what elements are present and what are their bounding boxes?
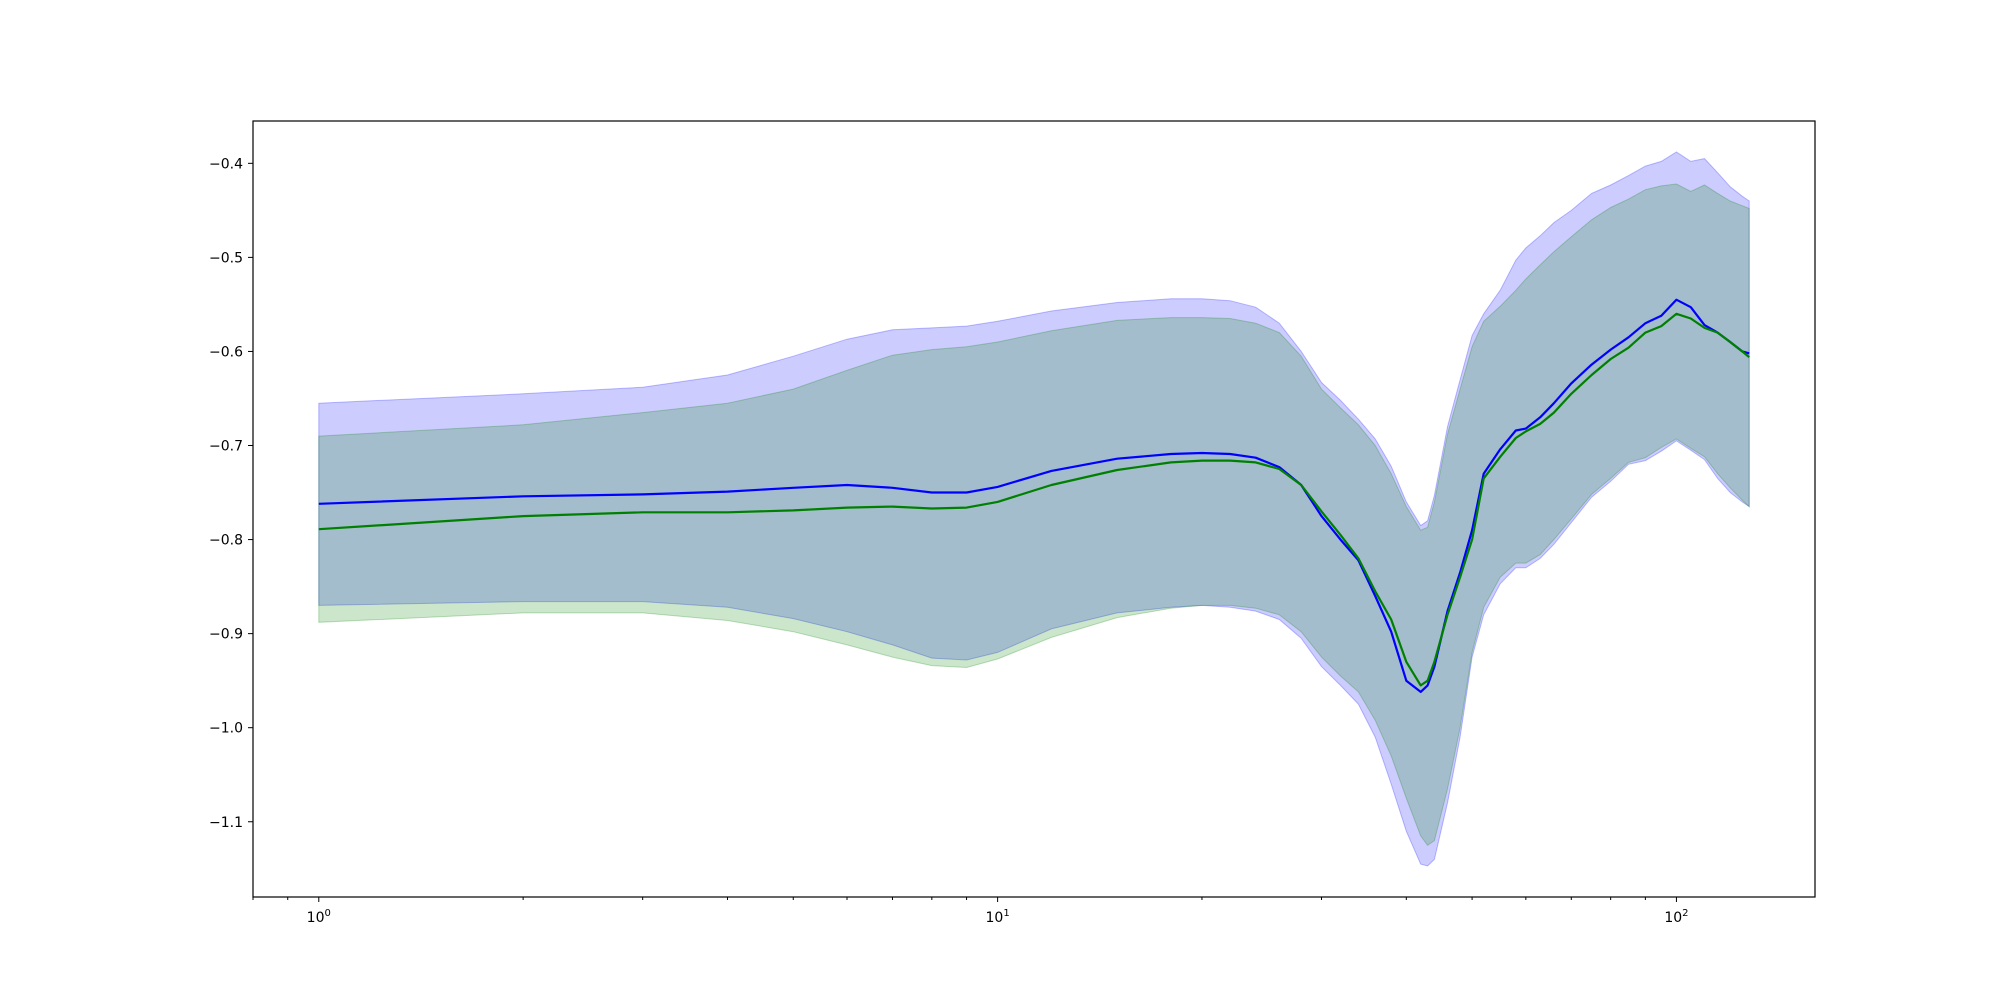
series-2-line bbox=[318, 312, 1750, 687]
y-tick-label: −0.6 bbox=[209, 344, 243, 360]
y-tick-label: −0.4 bbox=[209, 156, 243, 172]
series-1-band bbox=[318, 151, 1750, 867]
y-tick-label: −1.0 bbox=[209, 721, 243, 737]
x-axis: 100 101 102 bbox=[252, 897, 1689, 926]
y-tick-label: −0.8 bbox=[209, 533, 243, 549]
y-tick-label: −0.7 bbox=[209, 439, 243, 455]
series-2-band bbox=[318, 183, 1750, 846]
series-1-line bbox=[318, 298, 1750, 694]
series-lines bbox=[318, 298, 1750, 694]
x-tick-label: 102 bbox=[1664, 908, 1688, 926]
x-tick-label: 100 bbox=[307, 908, 331, 926]
axes-frame bbox=[252, 120, 1816, 898]
y-tick-label: −1.1 bbox=[209, 815, 243, 831]
y-axis: −0.4 −0.5 −0.6 −0.7 −0.8 −0.9 −1.0 −1.1 bbox=[209, 156, 253, 831]
x-tick-label: 101 bbox=[986, 908, 1010, 926]
y-tick-label: −0.5 bbox=[209, 250, 243, 266]
confidence-bands bbox=[318, 151, 1750, 867]
y-tick-label: −0.9 bbox=[209, 627, 243, 643]
